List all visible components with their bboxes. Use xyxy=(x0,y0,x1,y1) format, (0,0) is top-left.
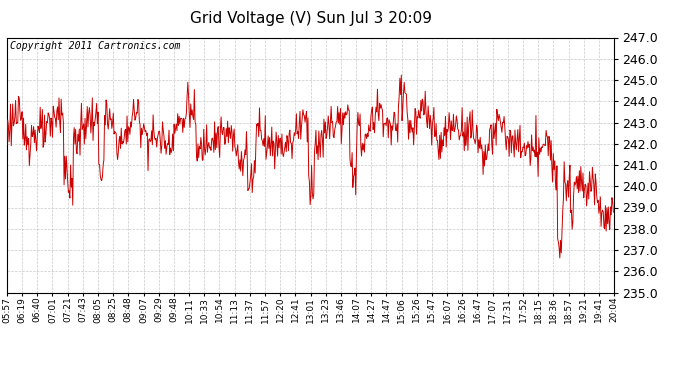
Text: Copyright 2011 Cartronics.com: Copyright 2011 Cartronics.com xyxy=(10,41,180,51)
Text: Grid Voltage (V) Sun Jul 3 20:09: Grid Voltage (V) Sun Jul 3 20:09 xyxy=(190,11,431,26)
